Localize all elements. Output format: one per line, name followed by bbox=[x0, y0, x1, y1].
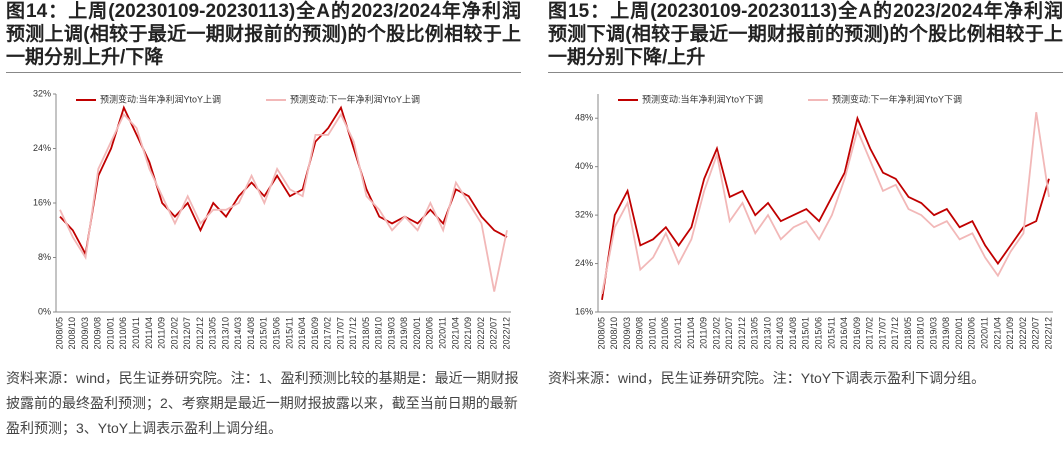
x-tick-label: 2015/11 bbox=[284, 317, 294, 349]
x-tick-label: 2012/02 bbox=[711, 317, 721, 350]
x-tick-label: 2021/04 bbox=[450, 317, 460, 350]
x-tick-label: 2022/07 bbox=[1031, 317, 1041, 350]
y-tick-label: 16% bbox=[575, 306, 593, 316]
legend-label: 预测变动:下一年净利润YtoY上调 bbox=[290, 93, 420, 104]
x-tick-label: 2012/12 bbox=[737, 317, 747, 350]
y-tick-label: 48% bbox=[575, 113, 593, 123]
x-tick-label: 2009/03 bbox=[80, 317, 90, 350]
x-tick-label: 2018/05 bbox=[903, 317, 913, 350]
x-tick-label: 2018/10 bbox=[374, 317, 384, 350]
x-tick-label: 2019/03 bbox=[928, 317, 938, 350]
x-tick-label: 2008/10 bbox=[609, 317, 619, 350]
x-tick-label: 2010/11 bbox=[131, 317, 141, 349]
x-tick-label: 2022/12 bbox=[1043, 317, 1053, 350]
chart: 0% 8% 16% 24% 32% 2008/05 2008/10 2009/03 2009/0… bbox=[33, 88, 511, 350]
x-tick-label: 2016/09 bbox=[310, 317, 320, 350]
x-tick-label: 2020/06 bbox=[425, 317, 435, 350]
x-tick-label: 2009/03 bbox=[622, 317, 632, 350]
x-tick-label: 2009/08 bbox=[93, 317, 103, 350]
chart-title: 图14：上周(20230109-20230113)全A的2023/2024年净利… bbox=[6, 0, 521, 73]
x-tick-label: 2014/08 bbox=[788, 317, 798, 350]
x-tick-label: 2011/09 bbox=[157, 317, 167, 349]
x-tick-label: 2010/01 bbox=[647, 317, 657, 350]
y-tick-label: 16% bbox=[33, 197, 51, 207]
x-tick-label: 2022/02 bbox=[476, 317, 486, 350]
y-tick-label: 24% bbox=[575, 258, 593, 268]
panel: 图14：上周(20230109-20230113)全A的2023/2024年净利… bbox=[6, 0, 521, 450]
x-tick-label: 2017/07 bbox=[335, 317, 345, 350]
panel: 图15：上周(20230109-20230113)全A的2023/2024年净利… bbox=[548, 0, 1063, 450]
x-tick-label: 2021/09 bbox=[463, 317, 473, 350]
x-tick-label: 2013/10 bbox=[220, 317, 230, 350]
legend-label: 预测变动:当年净利润YtoY上调 bbox=[100, 93, 221, 104]
x-tick-label: 2017/12 bbox=[890, 317, 900, 350]
x-tick-label: 2018/10 bbox=[916, 317, 926, 350]
chart: 16% 24% 32% 40% 48% 2008/05 2008/10 2009/03 2009… bbox=[575, 93, 1053, 350]
x-tick-label: 2017/02 bbox=[323, 317, 333, 350]
chart-title: 图15：上周(20230109-20230113)全A的2023/2024年净利… bbox=[548, 0, 1063, 73]
x-tick-label: 2013/10 bbox=[762, 317, 772, 350]
x-tick-label: 2020/01 bbox=[412, 317, 422, 350]
x-tick-label: 2015/01 bbox=[259, 317, 269, 350]
x-tick-label: 2013/05 bbox=[208, 317, 218, 350]
series-line bbox=[601, 112, 1050, 295]
x-tick-label: 2010/06 bbox=[660, 317, 670, 350]
x-tick-label: 2017/07 bbox=[877, 317, 887, 350]
x-tick-label: 2012/02 bbox=[169, 317, 179, 350]
x-tick-label: 2022/12 bbox=[501, 317, 511, 350]
x-tick-label: 2011/09 bbox=[699, 317, 709, 349]
x-tick-label: 2016/04 bbox=[297, 317, 307, 350]
x-tick-label: 2021/09 bbox=[1005, 317, 1015, 350]
x-tick-label: 2017/02 bbox=[865, 317, 875, 350]
x-tick-label: 2015/06 bbox=[271, 317, 281, 350]
y-tick-label: 32% bbox=[575, 209, 593, 219]
x-tick-label: 2019/08 bbox=[399, 317, 409, 350]
x-tick-label: 2022/07 bbox=[489, 317, 499, 350]
x-tick-label: 2013/05 bbox=[750, 317, 760, 350]
series-line bbox=[59, 112, 508, 292]
x-tick-label: 2017/12 bbox=[348, 317, 358, 350]
note: 资料来源：wind，民生证券研究院。注：1、盈利预测比较的基期是：最近一期财报披… bbox=[6, 370, 519, 436]
x-tick-label: 2008/10 bbox=[67, 317, 77, 350]
x-tick-label: 2012/07 bbox=[724, 317, 734, 350]
x-tick-label: 2008/05 bbox=[54, 317, 64, 350]
y-tick-label: 24% bbox=[33, 143, 51, 153]
x-tick-label: 2012/07 bbox=[182, 317, 192, 350]
x-tick-label: 2021/04 bbox=[992, 317, 1002, 350]
x-tick-label: 2010/01 bbox=[105, 317, 115, 350]
legend-label: 预测变动:当年净利润YtoY下调 bbox=[642, 93, 763, 104]
x-tick-label: 2014/08 bbox=[246, 317, 256, 350]
x-tick-label: 2019/03 bbox=[386, 317, 396, 350]
x-tick-label: 2008/05 bbox=[596, 317, 606, 350]
x-tick-label: 2020/11 bbox=[980, 317, 990, 349]
x-tick-label: 2020/06 bbox=[967, 317, 977, 350]
y-tick-label: 32% bbox=[33, 88, 51, 98]
y-tick-label: 40% bbox=[575, 161, 593, 171]
note: 资料来源：wind，民生证券研究院。注：YtoY下调表示盈利下调分组。 bbox=[548, 370, 986, 386]
series-line bbox=[59, 105, 508, 257]
x-tick-label: 2016/09 bbox=[852, 317, 862, 350]
x-tick-label: 2011/04 bbox=[144, 317, 154, 349]
x-tick-label: 2012/12 bbox=[195, 317, 205, 350]
x-tick-label: 2014/03 bbox=[775, 317, 785, 350]
x-tick-label: 2010/06 bbox=[118, 317, 128, 350]
x-tick-label: 2014/03 bbox=[233, 317, 243, 350]
x-tick-label: 2010/11 bbox=[673, 317, 683, 349]
x-tick-label: 2019/08 bbox=[941, 317, 951, 350]
x-tick-label: 2016/04 bbox=[839, 317, 849, 350]
x-tick-label: 2015/01 bbox=[801, 317, 811, 350]
x-tick-label: 2015/11 bbox=[826, 317, 836, 349]
x-tick-label: 2018/05 bbox=[361, 317, 371, 350]
x-tick-label: 2009/08 bbox=[635, 317, 645, 350]
y-tick-label: 8% bbox=[38, 252, 51, 262]
legend-label: 预测变动:下一年净利润YtoY下调 bbox=[832, 93, 962, 104]
x-tick-label: 2020/01 bbox=[954, 317, 964, 350]
x-tick-label: 2020/11 bbox=[438, 317, 448, 349]
series-line bbox=[601, 115, 1050, 301]
x-tick-label: 2011/04 bbox=[686, 317, 696, 349]
x-tick-label: 2022/02 bbox=[1018, 317, 1028, 350]
y-tick-label: 0% bbox=[38, 306, 51, 316]
x-tick-label: 2015/06 bbox=[813, 317, 823, 350]
